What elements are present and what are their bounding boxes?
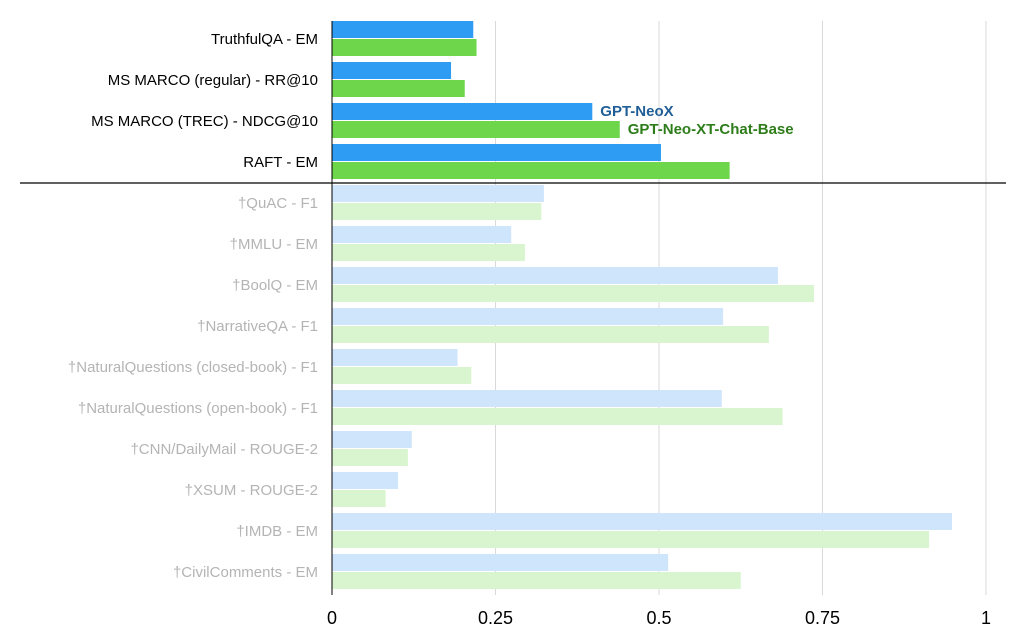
bar-gpt-neox-8 xyxy=(332,349,458,366)
bar-gpt-neox-11 xyxy=(332,472,399,489)
x-tick-label-2: 0.5 xyxy=(646,608,671,628)
category-labels: TruthfulQA - EM MS MARCO (regular) - RR@1… xyxy=(68,31,318,581)
bar-gpt-neo-xt-chat-base-5 xyxy=(332,244,525,261)
category-label-3: RAFT - EM xyxy=(243,154,318,171)
category-label-0: TruthfulQA - EM xyxy=(211,31,318,48)
x-axis-tick-labels: 0 0.25 0.5 0.75 1 xyxy=(327,608,991,628)
bar-gpt-neo-xt-chat-base-4 xyxy=(332,203,542,220)
bar-gpt-neox-5 xyxy=(332,226,512,243)
bar-gpt-neox-7 xyxy=(332,308,724,325)
bar-gpt-neo-xt-chat-base-8 xyxy=(332,367,472,384)
category-label-4: †QuAC - F1 xyxy=(238,195,318,212)
x-tick-label-3: 0.75 xyxy=(805,608,840,628)
bar-gpt-neo-xt-chat-base-6 xyxy=(332,285,814,302)
x-tick-label-1: 0.25 xyxy=(478,608,513,628)
bar-gpt-neo-xt-chat-base-10 xyxy=(332,449,408,466)
category-label-12: †IMDB - EM xyxy=(236,523,318,540)
bar-gpt-neox-10 xyxy=(332,431,412,448)
bar-gpt-neox-12 xyxy=(332,513,952,530)
bar-gpt-neox-2 xyxy=(332,103,593,120)
bar-gpt-neox-1 xyxy=(332,62,452,79)
legend-label-gpt-neox: GPT-NeoX xyxy=(600,103,673,120)
bar-gpt-neox-13 xyxy=(332,554,669,571)
category-label-1: MS MARCO (regular) - RR@10 xyxy=(108,72,318,89)
bar-gpt-neo-xt-chat-base-7 xyxy=(332,326,769,343)
bar-gpt-neo-xt-chat-base-3 xyxy=(332,162,730,179)
bar-gpt-neox-0 xyxy=(332,21,474,38)
bar-gpt-neox-6 xyxy=(332,267,779,284)
bar-gpt-neo-xt-chat-base-13 xyxy=(332,572,741,589)
x-tick-label-4: 1 xyxy=(981,608,991,628)
category-label-10: †CNN/DailyMail - ROUGE-2 xyxy=(130,441,318,458)
bar-gpt-neo-xt-chat-base-2 xyxy=(332,121,620,138)
bar-gpt-neo-xt-chat-base-11 xyxy=(332,490,386,507)
bar-gpt-neox-9 xyxy=(332,390,722,407)
legend-label-gpt-neo-xt-chat-base: GPT-Neo-XT-Chat-Base xyxy=(628,121,794,138)
category-label-9: †NaturalQuestions (open-book) - F1 xyxy=(78,400,318,417)
category-label-2: MS MARCO (TREC) - NDCG@10 xyxy=(91,113,318,130)
category-label-7: †NarrativeQA - F1 xyxy=(197,318,318,335)
x-tick-label-0: 0 xyxy=(327,608,337,628)
bar-gpt-neox-3 xyxy=(332,144,661,161)
bar-gpt-neo-xt-chat-base-1 xyxy=(332,80,465,97)
category-label-5: †MMLU - EM xyxy=(230,236,318,253)
category-label-8: †NaturalQuestions (closed-book) - F1 xyxy=(68,359,318,376)
bar-gpt-neo-xt-chat-base-9 xyxy=(332,408,783,425)
category-label-11: †XSUM - ROUGE-2 xyxy=(185,482,318,499)
bar-gpt-neo-xt-chat-base-0 xyxy=(332,39,477,56)
bar-gpt-neo-xt-chat-base-12 xyxy=(332,531,930,548)
category-label-13: †CivilComments - EM xyxy=(173,564,318,581)
category-label-6: †BoolQ - EM xyxy=(232,277,318,294)
bar-gpt-neox-4 xyxy=(332,185,544,202)
bars xyxy=(332,21,952,589)
